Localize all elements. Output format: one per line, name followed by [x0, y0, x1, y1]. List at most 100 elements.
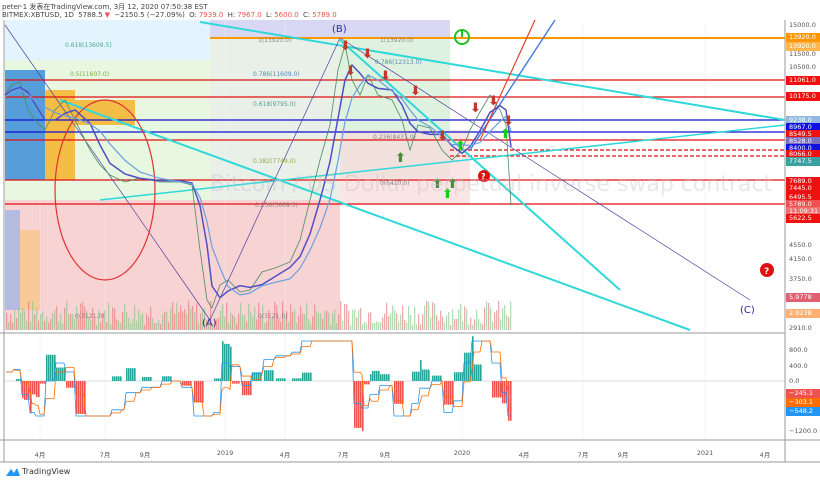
- fib-level-label: 0.786(11609.0): [253, 71, 300, 78]
- volume-bar: [94, 318, 96, 330]
- volume-bar: [336, 322, 338, 330]
- volume-bar: [230, 312, 232, 330]
- histogram-bar: [128, 368, 130, 381]
- volume-bar: [80, 303, 82, 330]
- histogram-bar: [372, 370, 374, 381]
- histogram-bar: [228, 343, 230, 381]
- volume-bar: [126, 312, 128, 330]
- volume-bar: [422, 314, 424, 330]
- macd-histogram: [16, 336, 512, 432]
- price-tag: 8549.5: [786, 130, 820, 139]
- histogram-bar: [296, 378, 298, 381]
- histogram-bar: [24, 381, 26, 400]
- volume-bar: [118, 320, 120, 330]
- volume-bar: [240, 302, 242, 330]
- volume-bar: [168, 321, 170, 330]
- histogram-bar: [198, 381, 200, 403]
- histogram-bar: [446, 381, 448, 405]
- histogram-bar: [184, 381, 186, 386]
- histogram-bar: [460, 372, 462, 381]
- volume-bar: [72, 313, 74, 330]
- volume-bar: [392, 305, 394, 330]
- volume-bar: [150, 307, 152, 330]
- histogram-bar: [194, 381, 196, 403]
- volume-bar: [312, 316, 314, 330]
- histogram-bar: [292, 378, 294, 381]
- price-tag: 11:09:31: [786, 207, 820, 216]
- histogram-bar: [272, 370, 274, 381]
- volume-bar: [348, 310, 350, 330]
- volume-bar: [242, 314, 244, 330]
- histogram-bar: [366, 381, 368, 385]
- symbol[interactable]: BITMEX:XBTUSD, 1D: [2, 11, 74, 19]
- histogram-bar: [56, 367, 58, 381]
- volume-bar: [92, 307, 94, 330]
- volume-bar: [366, 323, 368, 330]
- volume-bar: [138, 309, 140, 330]
- volume-bar: [276, 305, 278, 330]
- histogram-bar: [310, 372, 312, 381]
- volume-bar: [106, 321, 108, 330]
- price-tag: 5789.0: [786, 200, 820, 209]
- volume-bar: [498, 300, 500, 330]
- volume-bar: [340, 300, 342, 330]
- volume-bars: [6, 300, 512, 330]
- histogram-bar: [458, 372, 460, 381]
- volume-bar: [14, 310, 16, 330]
- histogram-bar: [16, 378, 18, 381]
- volume-bar: [192, 306, 194, 330]
- volume-bar: [12, 323, 14, 330]
- histogram-bar: [356, 381, 358, 428]
- signal-line: [6, 340, 510, 417]
- histogram-bar: [214, 378, 216, 381]
- histogram-bar: [382, 374, 384, 381]
- volume-bar: [364, 321, 366, 330]
- time-axis-label: 7月: [99, 451, 111, 459]
- fib-level-label: 0.236(8431.0): [373, 134, 416, 141]
- volume-bar: [44, 321, 46, 330]
- volume-bar: [166, 311, 168, 330]
- histogram-bar: [120, 376, 122, 381]
- volume-bar: [426, 300, 428, 330]
- volume-bar: [298, 315, 300, 330]
- volume-bar: [124, 303, 126, 330]
- volume-bar: [206, 319, 208, 330]
- volume-bar: [456, 318, 458, 330]
- histogram-bar: [268, 370, 270, 381]
- volume-bar: [290, 304, 292, 330]
- volume-bar: [464, 306, 466, 330]
- volume-bar: [184, 309, 186, 330]
- histogram-bar: [72, 381, 74, 388]
- volume-bar: [386, 302, 388, 330]
- volume-bar: [410, 315, 412, 330]
- indicator-tag: −245.1: [786, 389, 820, 398]
- volume-bar: [186, 313, 188, 330]
- histogram-bar: [224, 343, 226, 381]
- volume-bar: [216, 319, 218, 330]
- volume-bar: [84, 306, 86, 330]
- volume-bar: [328, 312, 330, 330]
- volume-bar: [412, 324, 414, 330]
- volume-bar: [62, 323, 64, 330]
- volume-bar: [388, 316, 390, 330]
- volume-bar: [112, 307, 114, 330]
- tradingview-icon: [6, 468, 20, 476]
- histogram-bar: [232, 381, 234, 384]
- volume-bar: [218, 317, 220, 330]
- histogram-bar: [270, 370, 272, 381]
- volume-bar: [374, 322, 376, 330]
- time-axis-label: 2019: [216, 449, 234, 457]
- histogram-bar: [132, 368, 134, 381]
- histogram-bar: [244, 381, 246, 396]
- volume-bar: [494, 312, 496, 330]
- volume-bar: [46, 316, 48, 330]
- histogram-bar: [368, 381, 370, 385]
- volume-bar: [450, 324, 452, 330]
- histogram-bar: [378, 370, 380, 381]
- histogram-bar: [222, 341, 224, 381]
- tradingview-logo[interactable]: TradingView: [6, 467, 70, 476]
- svg-text:?: ?: [481, 172, 486, 181]
- histogram-bar: [236, 381, 238, 384]
- volume-bar: [318, 313, 320, 330]
